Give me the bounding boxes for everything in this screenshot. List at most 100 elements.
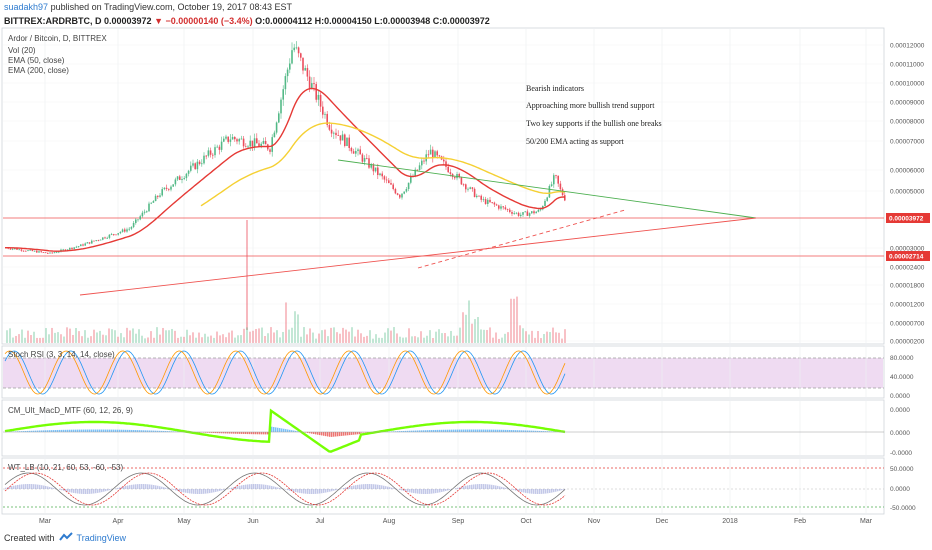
macd-hist-bar (83, 429, 85, 432)
volume-bar (354, 336, 356, 343)
macd-hist-bar (27, 430, 29, 432)
candle-body (207, 150, 210, 156)
volume-bar (384, 332, 386, 343)
wt-hist-bar (111, 489, 113, 490)
volume-bar (282, 331, 284, 343)
macd-hist-bar (505, 429, 507, 432)
wt-hist-bar (515, 489, 517, 491)
macd-hist-bar (503, 429, 505, 432)
macd-hist-bar (89, 429, 91, 432)
wt-hist-bar (377, 484, 379, 489)
candle-body (550, 184, 553, 186)
wt-hist-bar (419, 489, 421, 494)
wt-hist-bar (461, 486, 463, 489)
macd-hist-bar (273, 427, 275, 432)
macd-hist-bar (221, 432, 223, 434)
macd-tick-bottom: -0.0000 (890, 450, 912, 457)
volume-bar (15, 335, 17, 343)
candle-body (143, 211, 146, 213)
candle-body (341, 134, 344, 141)
wt-hist-bar (389, 487, 391, 489)
macd-hist-bar (261, 432, 263, 435)
wt-hist-bar (527, 489, 529, 494)
candle-body (526, 211, 529, 216)
macd-hist-bar (227, 432, 229, 434)
volume-bar (495, 332, 497, 343)
macd-hist-bar (95, 429, 97, 432)
macd-hist-bar (131, 429, 133, 432)
candle-body (403, 191, 405, 194)
wt-hist-bar (321, 489, 323, 494)
volume-bar (135, 333, 137, 343)
macd-hist-bar (439, 429, 441, 432)
candle-body (396, 193, 399, 195)
macd-hist-bar (237, 432, 239, 434)
volume-bar (12, 337, 14, 343)
volume-bar (9, 328, 11, 343)
macd-hist-bar (87, 429, 89, 432)
wt-hist-bar (459, 487, 461, 489)
wt-hist-bar (285, 489, 287, 490)
macd-hist-bar (297, 431, 299, 432)
macd-hist-bar (113, 429, 115, 432)
author-link[interactable]: suadakh97 (4, 2, 49, 12)
macd-hist-bar (35, 430, 37, 432)
price-change: −0.00000140 (−3.4%) (165, 16, 253, 26)
macd-hist-bar (111, 429, 113, 432)
volume-bar (423, 337, 425, 343)
macd-hist-bar (357, 432, 359, 435)
macd-hist-bar (513, 430, 515, 432)
y-tick-label: 0.00006000 (890, 168, 925, 175)
candle-body (99, 239, 102, 241)
volume-bar (312, 332, 314, 343)
candle-body (539, 209, 542, 211)
candle-body (377, 167, 379, 176)
wt-hist-bar (259, 484, 261, 489)
wt-hist-bar (493, 485, 495, 489)
volume-bar (123, 337, 125, 343)
candle-body (196, 161, 199, 170)
wt-hist-bar (97, 489, 99, 493)
macd-hist-bar (33, 430, 35, 432)
wt-hist-bar (229, 488, 231, 489)
volume-bar (24, 337, 26, 343)
macd-hist-bar (139, 430, 141, 432)
volume-bar (270, 327, 272, 343)
candle-body (75, 246, 78, 248)
wt-hist-bar (215, 489, 217, 492)
wt-hist-bar (535, 489, 537, 494)
macd-hist-bar (265, 432, 267, 435)
candle-body (293, 47, 295, 51)
wt-hist-bar (379, 484, 381, 489)
volume-bar (372, 338, 374, 343)
wt-pane (1, 457, 885, 515)
candle-body (289, 63, 291, 70)
wt-hist-bar (365, 484, 367, 489)
wt-hist-bar (105, 489, 107, 492)
volume-bar (165, 330, 167, 343)
macd-hist-bar (39, 430, 41, 432)
annotation-1: Bearish indicators (526, 84, 584, 93)
candle-body (361, 154, 364, 162)
macd-hist-bar (277, 427, 279, 432)
macd-hist-bar (541, 431, 543, 432)
x-tick-label: Aug (383, 518, 396, 525)
volume-bar (99, 330, 101, 343)
volume-bar (261, 327, 263, 343)
tradingview-link[interactable]: TradingView (76, 533, 127, 543)
macd-hist-bar (169, 431, 171, 432)
macd-hist-bar (347, 432, 349, 436)
wt-hist-bar (159, 486, 161, 489)
macd-hist-bar (481, 429, 483, 432)
macd-hist-bar (473, 429, 475, 432)
wt-hist-bar (383, 485, 385, 489)
candle-body (271, 137, 273, 152)
volume-bar (111, 329, 113, 343)
wt-hist-bar (541, 489, 543, 494)
y-tick-label: 0.00000700 (890, 321, 925, 328)
volume-bar (192, 332, 194, 343)
macd-hist-bar (405, 430, 407, 432)
x-tick-label: Jun (247, 518, 258, 525)
wt-hist-bar (405, 489, 407, 492)
